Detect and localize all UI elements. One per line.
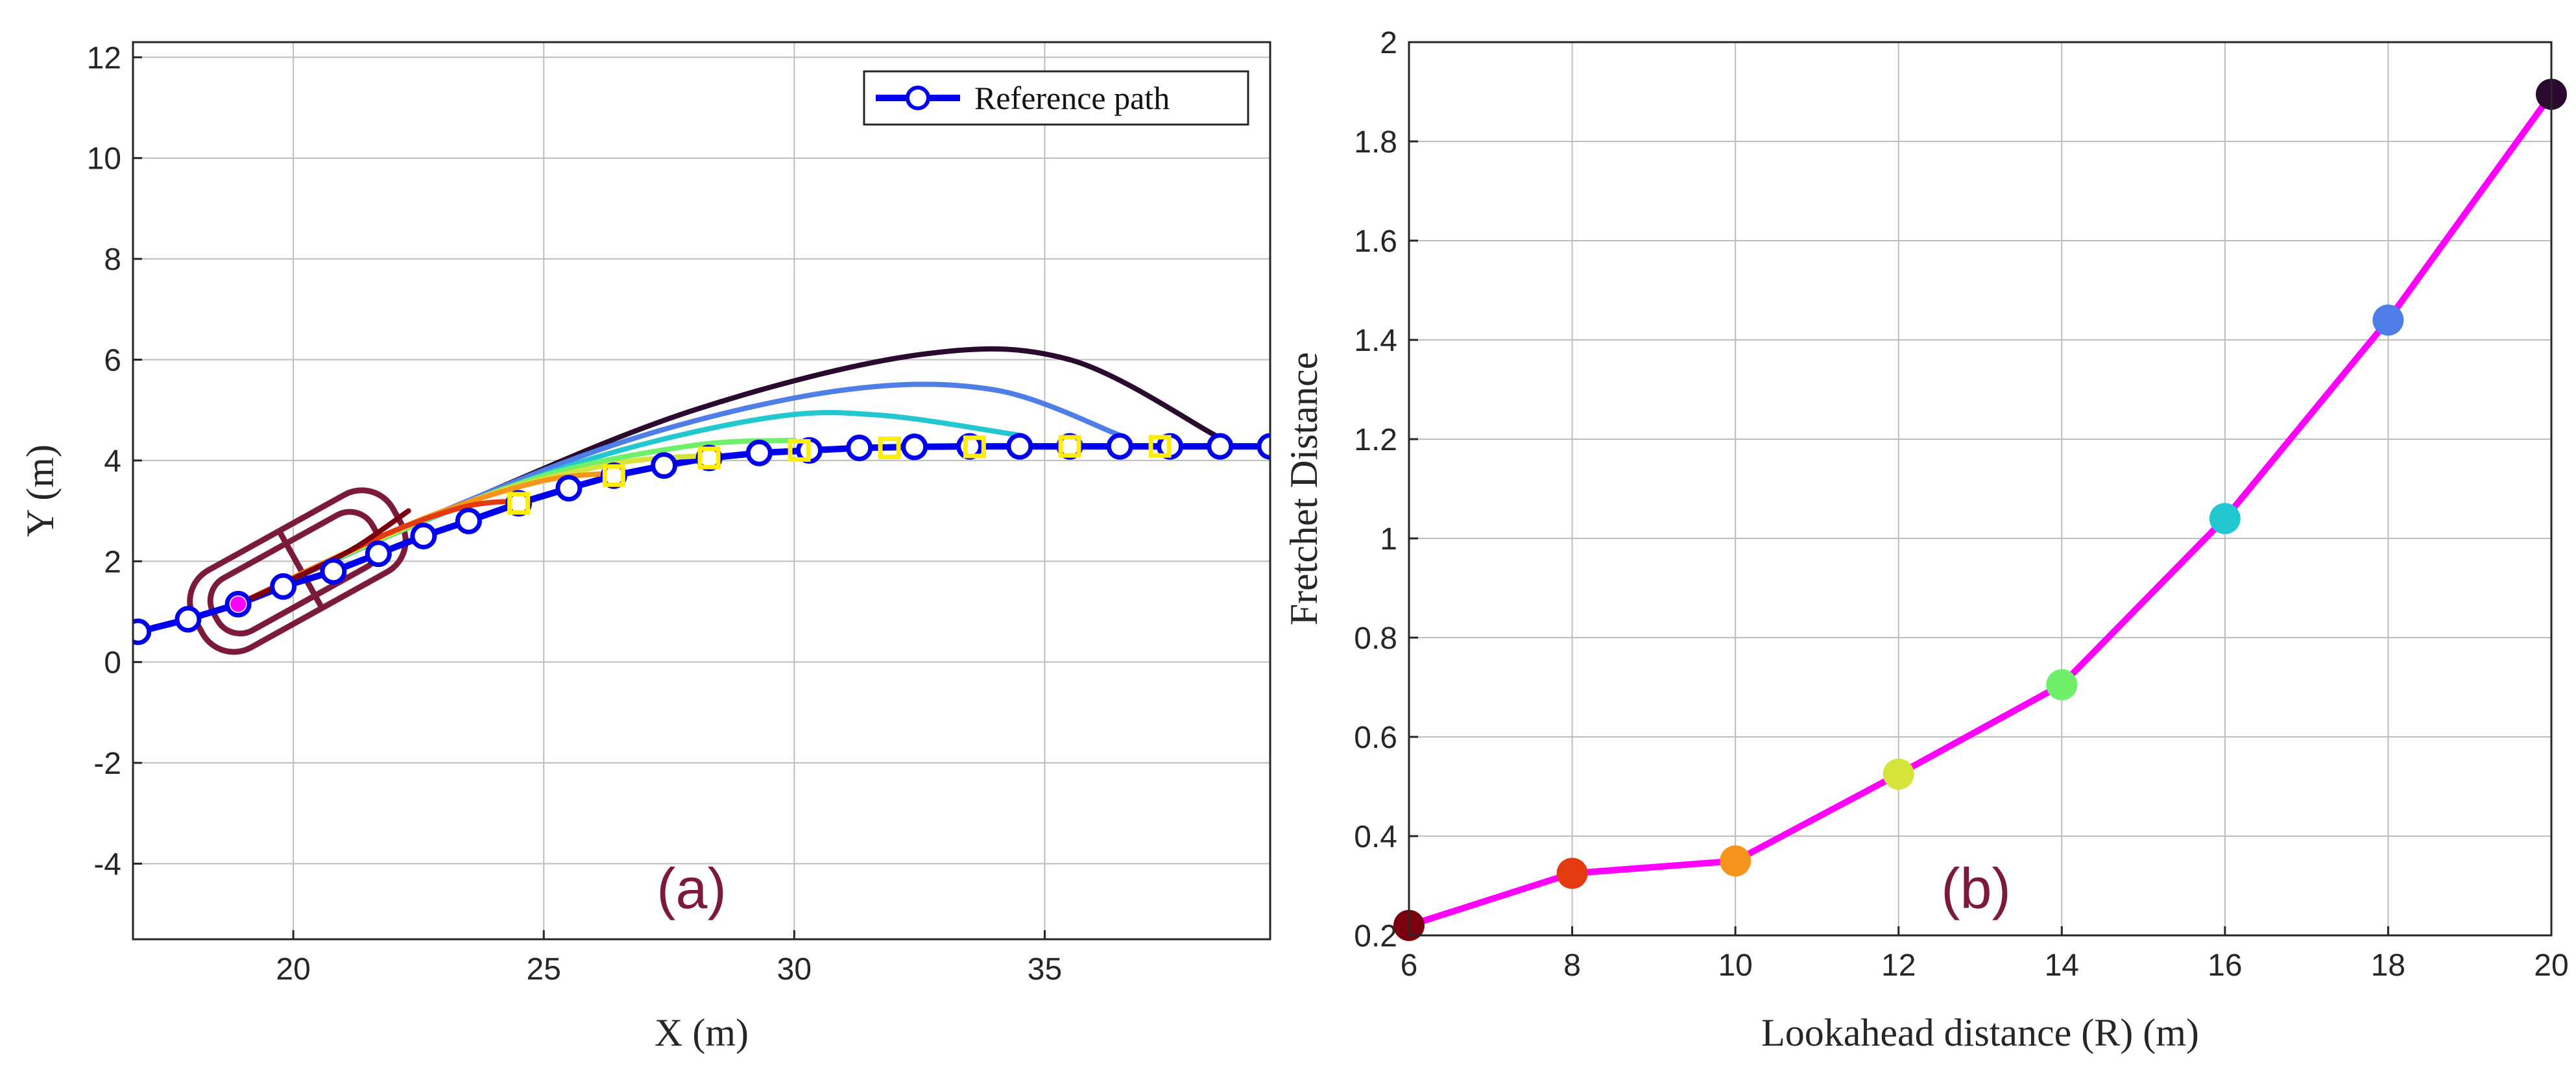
y-tick-label-b: 2 — [1380, 26, 1397, 60]
plot-area-b — [1409, 42, 2551, 935]
y-tick-label-a: 12 — [87, 41, 121, 75]
target-point — [788, 438, 811, 462]
axes-frame-b — [1408, 41, 2553, 937]
frechet-point — [2046, 669, 2078, 701]
axes-frame-a — [132, 41, 1271, 941]
x-tick-label-a: 25 — [527, 952, 561, 987]
frechet-point — [1720, 845, 1751, 877]
start-point — [230, 596, 247, 612]
frechet-point — [1883, 758, 1914, 790]
y-tick-label-b: 1.8 — [1354, 125, 1397, 160]
frechet-point — [1556, 858, 1588, 889]
y-tick-label-a: -2 — [93, 747, 121, 781]
y-tick-label-b: 1.6 — [1354, 224, 1397, 259]
x-tick-label-b: 18 — [2371, 948, 2405, 983]
reference-path-point — [365, 540, 392, 568]
target-point — [878, 436, 901, 459]
reference-path-point — [1257, 433, 1270, 460]
legend-a: Reference path — [863, 70, 1249, 126]
reference-path-point — [1006, 433, 1033, 460]
x-tick-label-b: 10 — [1718, 948, 1752, 983]
y-tick-label-b: 0.6 — [1354, 721, 1397, 755]
panel-label-a: (a) — [656, 856, 727, 920]
target-point — [697, 446, 721, 470]
frechet-point — [2209, 503, 2241, 534]
reference-path-point — [410, 522, 437, 549]
reference-path-point — [320, 558, 347, 585]
y-tick-label-b: 0.4 — [1354, 820, 1397, 854]
y-tick-label-a: 2 — [104, 545, 121, 579]
y-tick-label-b: 1 — [1380, 522, 1397, 557]
legend-label: Reference path — [974, 80, 1170, 116]
y-tick-label-b: 0.2 — [1354, 919, 1397, 954]
reference-path-point — [1207, 433, 1234, 460]
x-axis-label-b: Lookahead distance (R) (m) — [1761, 1011, 2199, 1054]
reference-path-point — [455, 507, 482, 534]
x-tick-label-b: 14 — [2045, 948, 2079, 983]
y-tick-label-b: 1.4 — [1354, 324, 1397, 358]
y-tick-label-a: 8 — [104, 243, 121, 277]
y-tick-label-a: 4 — [104, 444, 121, 479]
x-tick-label-b: 16 — [2208, 948, 2242, 983]
reference-path-point — [651, 452, 678, 479]
y-tick-label-a: 6 — [104, 343, 121, 378]
panel-b: 6 8 10 12 14 16 18 20 0.2 0.4 0.6 0.8 1 1.2 1.4 1.6 1.8 2… — [1282, 26, 2569, 1054]
reference-path-point — [846, 434, 873, 461]
x-tick-label-a: 20 — [276, 952, 310, 987]
panel-label-b: (b) — [1941, 856, 2011, 920]
target-point — [507, 492, 531, 515]
plot-area-a — [133, 42, 1270, 939]
plot-content-a — [133, 346, 1270, 655]
reference-path-point — [270, 573, 297, 600]
reference-path-point — [1106, 433, 1133, 460]
x-tick-label-b: 20 — [2534, 948, 2568, 983]
target-point — [1148, 435, 1172, 458]
x-tick-label-b: 6 — [1401, 948, 1418, 983]
target-point — [963, 435, 986, 459]
reference-path-point — [745, 439, 773, 466]
vehicle-cabin — [207, 509, 383, 637]
target-point — [1058, 435, 1081, 458]
x-axis-label-a: X (m) — [655, 1011, 749, 1054]
x-tick-label-a: 35 — [1028, 952, 1062, 987]
y-tick-label-b: 0.8 — [1354, 621, 1397, 656]
y-axis-label-a: Y (m) — [19, 444, 62, 537]
legend-marker — [906, 86, 930, 110]
reference-path-point — [555, 475, 583, 502]
y-tick-label-a: 10 — [87, 142, 121, 176]
y-tick-label-a: 0 — [104, 646, 121, 680]
x-tick-label-b: 12 — [1881, 948, 1916, 983]
frechet-point — [2372, 304, 2404, 336]
panel-a: 20 25 30 35 -4 -2 0 2 4 6 8 10 12 Reference path X (m)… — [19, 41, 1271, 1054]
y-tick-label-b: 1.2 — [1354, 423, 1397, 457]
frechet-line — [1408, 92, 2555, 929]
reference-path-point — [133, 618, 152, 645]
target-point — [602, 464, 625, 487]
y-tick-label-a: -4 — [93, 847, 121, 882]
x-tick-label-b: 8 — [1563, 948, 1581, 983]
y-axis-label-b: Fretchet Distance — [1282, 352, 1325, 626]
reference-path-point — [901, 433, 928, 461]
reference-path-point — [175, 606, 202, 633]
vehicle-divider — [276, 529, 325, 610]
x-tick-label-a: 30 — [777, 952, 812, 987]
